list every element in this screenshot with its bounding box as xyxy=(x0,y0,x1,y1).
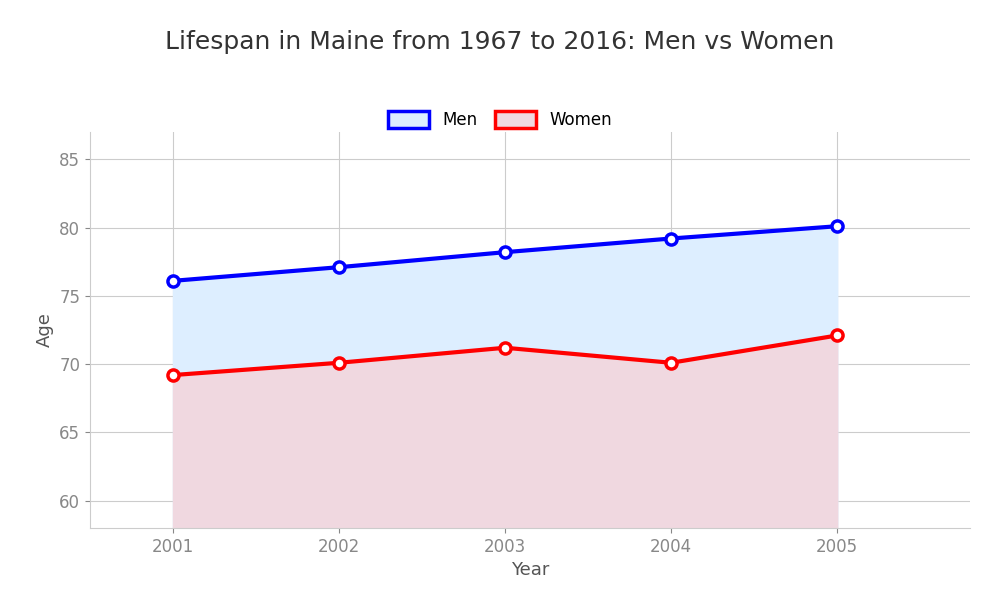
Text: Lifespan in Maine from 1967 to 2016: Men vs Women: Lifespan in Maine from 1967 to 2016: Men… xyxy=(165,30,835,54)
Y-axis label: Age: Age xyxy=(36,313,54,347)
Legend: Men, Women: Men, Women xyxy=(381,104,619,136)
X-axis label: Year: Year xyxy=(511,561,549,579)
